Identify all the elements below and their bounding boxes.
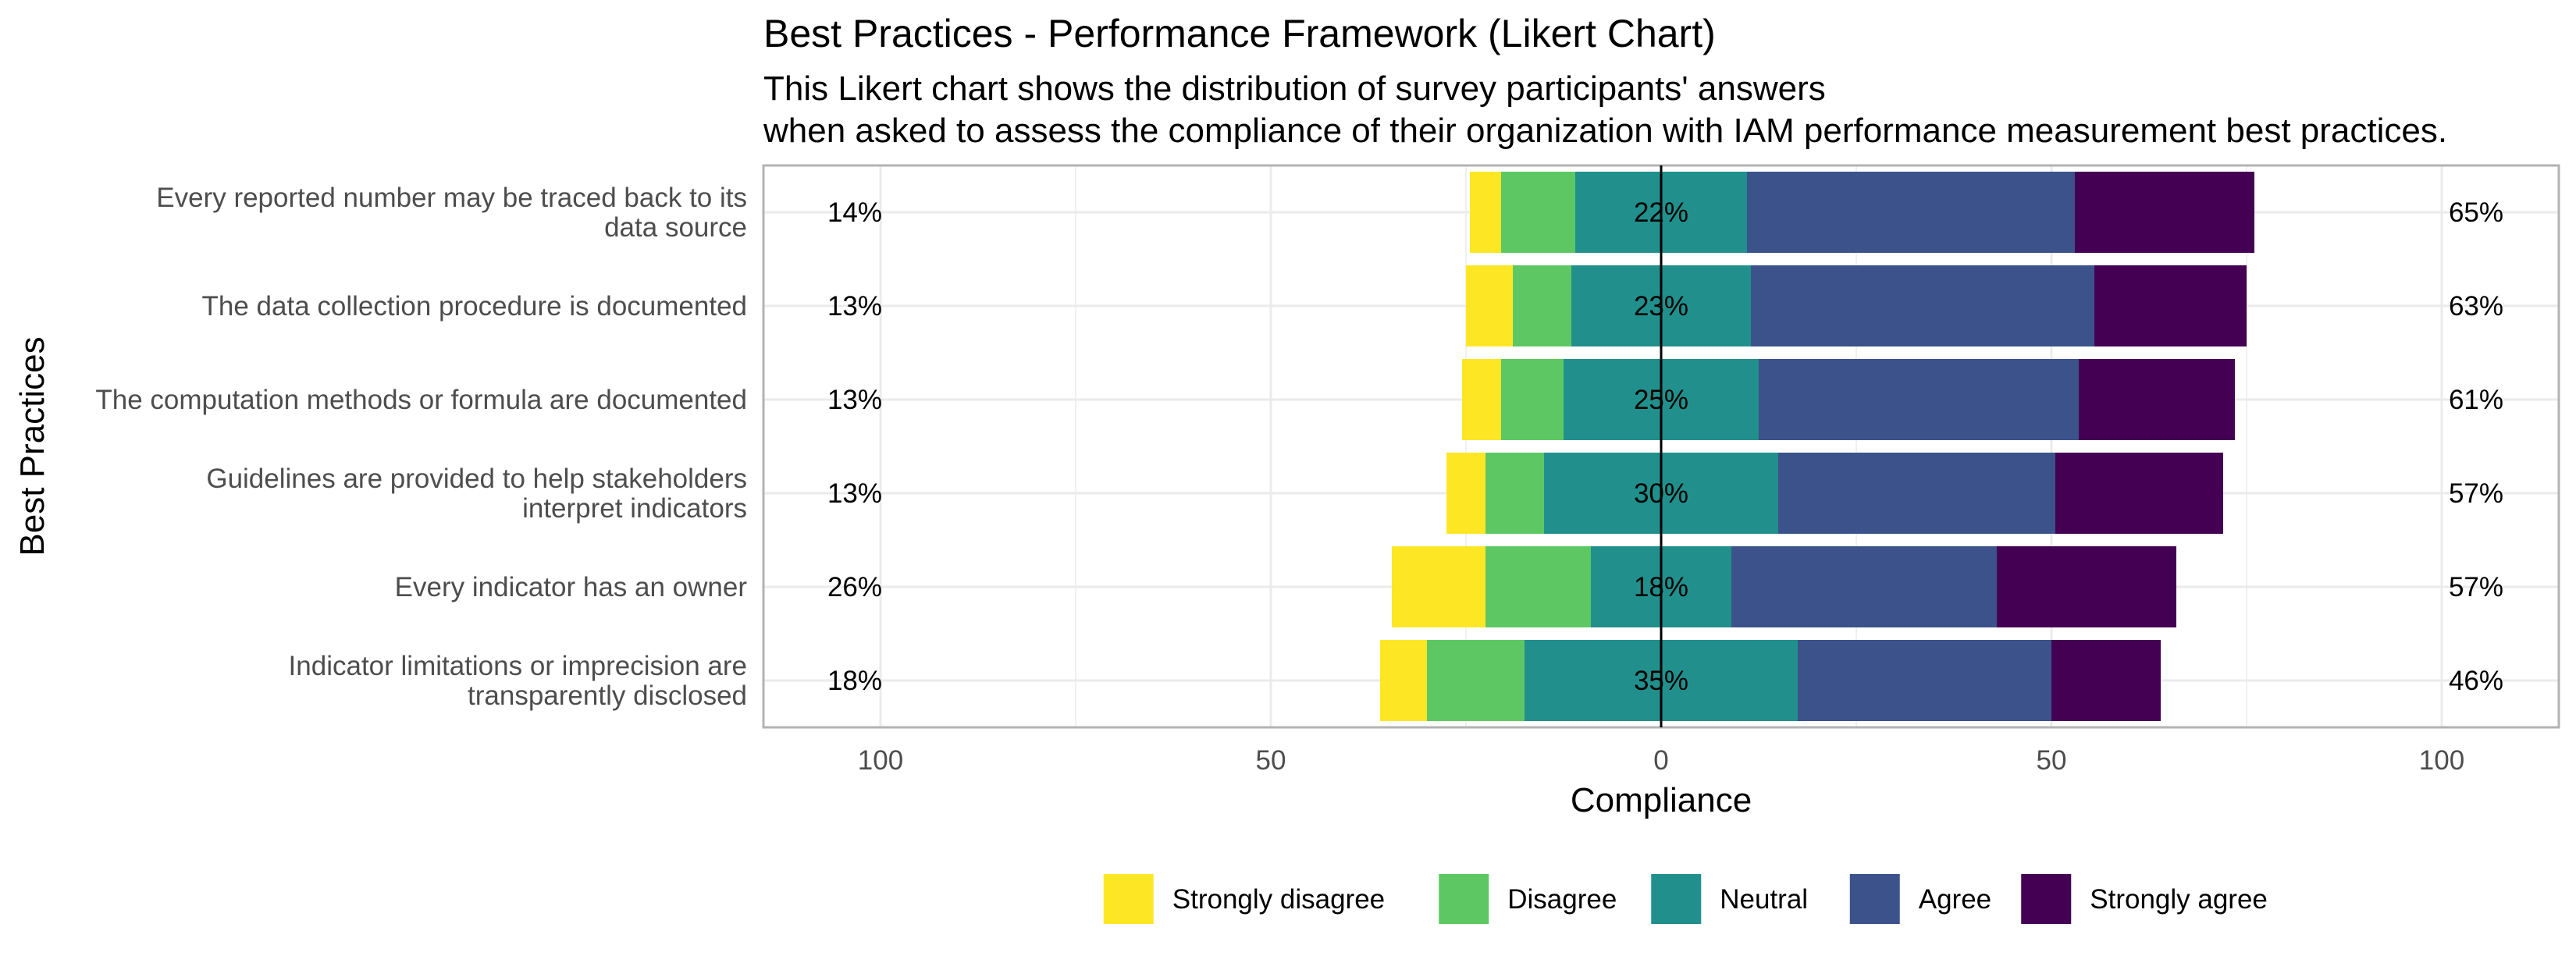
bar-disagree (1501, 359, 1564, 440)
bars (1380, 172, 2254, 721)
chart-title: Best Practices - Performance Framework (… (763, 12, 1716, 55)
bar-strongly-agree (2051, 640, 2161, 721)
category-label: Every reported number may be traced back… (156, 183, 747, 213)
chart-subtitle-line-1: This Likert chart shows the distribution… (763, 69, 1826, 108)
bar-strongly-disagree (1462, 359, 1501, 440)
low-percent-label: 26% (827, 572, 882, 602)
bar-strongly-agree (2094, 265, 2247, 346)
bar-agree (1731, 546, 1997, 627)
bar-disagree (1513, 265, 1571, 346)
x-tick-label: 50 (2037, 745, 2067, 776)
legend-label-agree: Agree (1919, 884, 1991, 915)
legend-swatch-strongly-agree (2021, 874, 2072, 924)
bar-strongly-agree (1997, 546, 2176, 627)
high-percent-label: 63% (2449, 291, 2503, 322)
legend-swatch-strongly-disagree (1103, 874, 1154, 924)
high-percent-label: 65% (2449, 197, 2503, 228)
x-tick-labels: 100 50 0 50 100 (858, 745, 2464, 776)
bar-agree (1778, 453, 2055, 534)
category-label: transparently disclosed (468, 680, 747, 711)
legend-label-strongly-disagree: Strongly disagree (1172, 884, 1385, 915)
legend-swatch-disagree (1439, 874, 1489, 924)
bar-disagree (1485, 453, 1544, 534)
bar-agree (1759, 359, 2079, 440)
percent-labels: 14% 22% 65%13% 23% 63%13% 25% 61%13% 30% 57%26% 1… (827, 197, 2503, 696)
bar-strongly-disagree (1446, 453, 1485, 534)
high-percent-label: 57% (2449, 478, 2503, 509)
bar-strongly-agree (2075, 172, 2254, 253)
category-label: Indicator limitations or imprecision are (289, 651, 747, 681)
high-percent-label: 61% (2449, 385, 2503, 415)
category-labels: Every reported number may be traced back… (95, 183, 747, 711)
y-axis-title: Best Practices (13, 336, 52, 556)
bar-agree (1747, 172, 2075, 253)
bar-agree (1798, 640, 2051, 721)
category-label: data source (604, 212, 747, 243)
bar-disagree (1427, 640, 1525, 721)
legend-label-strongly-agree: Strongly agree (2090, 884, 2268, 915)
x-tick-label: 100 (858, 745, 903, 776)
bar-strongly-disagree (1380, 640, 1427, 721)
bar-disagree (1501, 172, 1575, 253)
bar-strongly-agree (2079, 359, 2235, 440)
low-percent-label: 18% (827, 666, 882, 696)
high-percent-label: 57% (2449, 572, 2503, 602)
low-percent-label: 14% (827, 197, 882, 228)
low-percent-label: 13% (827, 291, 882, 322)
category-label: interpret indicators (522, 493, 747, 524)
category-label: Every indicator has an owner (395, 572, 748, 602)
x-tick-label: 50 (1256, 745, 1286, 776)
x-axis-title: Compliance (1571, 781, 1752, 819)
x-tick-label: 0 (1653, 745, 1668, 776)
legend-swatch-neutral (1651, 874, 1702, 924)
legend: Strongly disagree Disagree Neutral Agree Str… (1103, 874, 2268, 924)
bar-strongly-disagree (1470, 172, 1501, 253)
bar-strongly-agree (2055, 453, 2223, 534)
x-tick-label: 100 (2419, 745, 2464, 776)
category-label: The computation methods or formula are d… (95, 385, 747, 415)
bar-strongly-disagree (1392, 546, 1485, 627)
legend-label-neutral: Neutral (1720, 884, 1808, 915)
bar-agree (1751, 265, 2094, 346)
chart-subtitle-line-2: when asked to assess the compliance of t… (763, 112, 2447, 150)
legend-label-disagree: Disagree (1507, 884, 1617, 915)
high-percent-label: 46% (2449, 666, 2503, 696)
low-percent-label: 13% (827, 385, 882, 415)
bar-disagree (1485, 546, 1591, 627)
category-label: Guidelines are provided to help stakehol… (206, 464, 747, 494)
bar-strongly-disagree (1466, 265, 1513, 346)
legend-swatch-agree (1849, 874, 1900, 924)
low-percent-label: 13% (827, 478, 882, 509)
category-label: The data collection procedure is documen… (202, 291, 747, 322)
